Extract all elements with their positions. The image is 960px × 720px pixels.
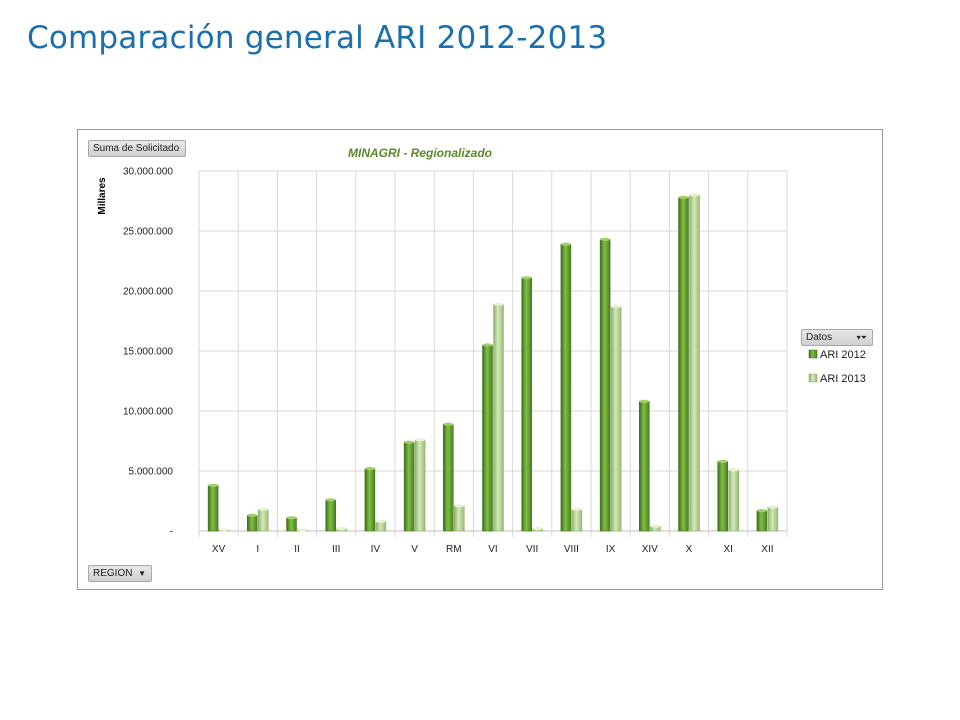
bar-ari-2012 [403, 441, 415, 532]
bar-cap [375, 519, 386, 523]
flag-blue-stripe [883, 672, 917, 720]
bar-ari-2012 [639, 401, 650, 532]
bar-ari-2013 [728, 469, 739, 532]
region-field-button[interactable]: REGION ▼ [88, 565, 152, 582]
bar-cap [717, 459, 728, 463]
bar-ari-2013 [493, 303, 504, 532]
y-axis-label: Millares [97, 177, 108, 215]
slide-title: Comparación general ARI 2012-2013 [27, 20, 608, 56]
legend-field-label: Datos [806, 332, 833, 343]
dropdown-arrow-icon: ▼ [138, 569, 146, 578]
legend-swatch [808, 373, 818, 383]
bar-cap [600, 237, 611, 241]
x-tick-label: II [294, 544, 300, 555]
y-tick-label: - [170, 527, 173, 538]
x-tick-label: X [686, 544, 693, 555]
bar-cap [404, 440, 415, 444]
x-tick-label: XI [723, 544, 732, 555]
x-tick-label: I [256, 544, 259, 555]
bar-ari-2013 [454, 505, 465, 532]
bar-ari-2012 [521, 277, 532, 532]
x-tick-label: IV [371, 544, 381, 555]
y-tick-label: 5.000.000 [129, 467, 174, 478]
bar-ari-2012 [717, 461, 728, 532]
bar-ari-2013 [610, 306, 622, 532]
bar-cap [767, 505, 778, 509]
legend-swatch [808, 349, 818, 359]
bar-cap [532, 527, 543, 531]
bar-ari-2012 [599, 239, 611, 532]
bar-cap [443, 422, 454, 426]
bar-cap [247, 513, 258, 517]
bar-cap [258, 507, 269, 511]
bar-ari-2012 [247, 515, 258, 532]
bar-cap [689, 193, 700, 197]
bar-ari-2012 [560, 243, 572, 532]
bar-ari-2013 [258, 509, 269, 532]
bar-cap [208, 483, 219, 487]
region-field-label: REGION [93, 568, 133, 579]
flag-decoration-top [883, 0, 950, 90]
x-tick-label: XV [212, 544, 226, 555]
bar-cap [560, 242, 571, 246]
x-tick-label: RM [446, 544, 462, 555]
bar-cap [521, 276, 532, 280]
pivot-chart: - 5.000.000 10.000.000 15.000.000 20.000.000… [77, 129, 883, 590]
bar-ari-2012 [325, 499, 336, 532]
flag-blue-stripe [883, 0, 917, 90]
x-tick-label: VII [526, 544, 538, 555]
bar-ari-2013 [689, 194, 700, 532]
bar-ari-2012 [756, 510, 768, 532]
y-tick-label: 25.000.000 [123, 227, 173, 238]
bar-ari-2012 [207, 485, 219, 532]
bar-cap [650, 524, 661, 528]
bar-ari-2012 [678, 197, 689, 532]
bar-ari-2012 [482, 344, 493, 532]
y-tick-label: 10.000.000 [123, 407, 173, 418]
x-tick-label: VI [488, 544, 497, 555]
bar-ari-2012 [364, 468, 376, 532]
x-tick-label: VIII [564, 544, 579, 555]
flag-decoration-bottom [883, 672, 950, 720]
bar-cap [336, 527, 347, 531]
chart-canvas: - 5.000.000 10.000.000 15.000.000 20.000.000… [97, 146, 866, 555]
bar-cap [728, 468, 739, 472]
flag-red-stripe [917, 0, 950, 90]
x-tick-label: III [332, 544, 340, 555]
bar-cap [364, 467, 375, 471]
bar-cap [678, 195, 689, 199]
x-tick-label: XII [761, 544, 773, 555]
bar-cap [482, 343, 493, 347]
measure-field-button[interactable]: Suma de Solicitado [88, 140, 186, 157]
bar-cap [571, 507, 582, 511]
bar-ari-2012 [286, 517, 297, 532]
filter-icon: ▾⏷ [856, 333, 867, 342]
bar-ari-2012 [443, 423, 454, 532]
x-tick-label: V [411, 544, 418, 555]
bar-cap [325, 498, 336, 502]
bar-cap [454, 504, 465, 508]
y-tick-label: 15.000.000 [123, 347, 173, 358]
flag-red-stripe [917, 672, 950, 720]
bar-cap [639, 399, 650, 403]
bar-ari-2013 [414, 439, 426, 532]
bar-cap [415, 438, 426, 442]
bar-cap [286, 516, 297, 520]
bar-cap [297, 528, 308, 532]
bar-cap [493, 302, 504, 306]
y-tick-label: 30.000.000 [123, 167, 173, 178]
bar-cap [219, 528, 230, 532]
chart-title: MINAGRI - Regionalizado [348, 146, 492, 160]
x-tick-label: XIV [642, 544, 658, 555]
legend-field-button[interactable]: Datos ▾⏷ [801, 329, 873, 346]
bar-cap [611, 305, 622, 309]
bar-ari-2013 [571, 509, 583, 532]
y-tick-label: 20.000.000 [123, 287, 173, 298]
x-tick-label: IX [606, 544, 616, 555]
legend-entry: ARI 2013 [820, 373, 866, 385]
bar-cap [756, 509, 767, 513]
legend-entry: ARI 2012 [820, 349, 866, 361]
bar-ari-2013 [767, 506, 779, 532]
